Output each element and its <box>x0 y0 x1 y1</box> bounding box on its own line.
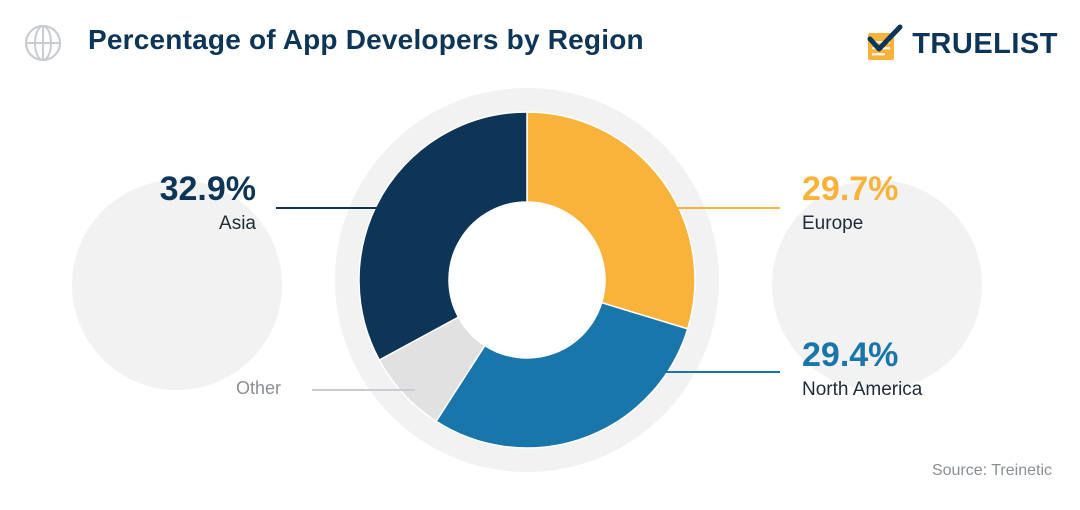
category-label-other: Other <box>236 378 282 398</box>
source-note: Source: Treinetic <box>931 462 1052 479</box>
decor-circle-left <box>72 180 282 390</box>
value-label-asia: 32.9% <box>159 170 256 208</box>
checklist-icon <box>867 24 903 60</box>
value-label-europe: 29.7% <box>802 170 899 208</box>
brand-logo: TRUELIST <box>864 22 1058 66</box>
value-label-north-america: 29.4% <box>802 336 899 374</box>
label-north-america: 29.4% North America <box>802 338 922 399</box>
category-label-asia: Asia <box>219 213 256 234</box>
globe-icon <box>24 24 62 62</box>
decor-circle-right <box>772 180 982 390</box>
label-europe: 29.7% Europe <box>802 172 898 233</box>
label-asia: 32.9% Asia <box>160 172 256 233</box>
category-label-europe: Europe <box>802 213 864 234</box>
category-label-north-america: North America <box>802 379 923 400</box>
donut-hole <box>449 202 605 358</box>
brand-name: TRUELIST <box>912 27 1058 60</box>
page-title: Percentage of App Developers by Region <box>88 24 644 55</box>
